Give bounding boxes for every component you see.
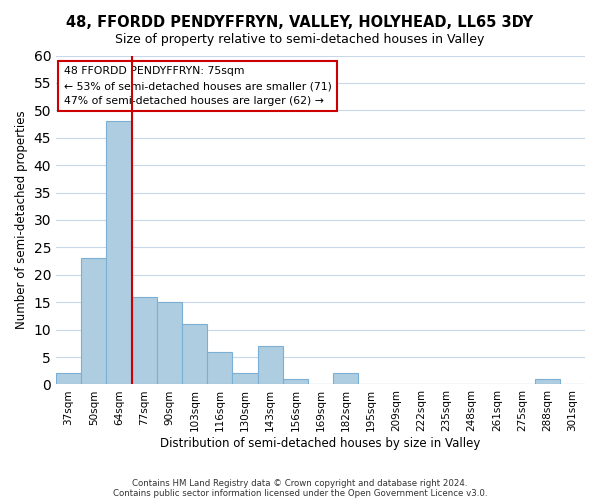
Text: Contains public sector information licensed under the Open Government Licence v3: Contains public sector information licen…: [113, 488, 487, 498]
Bar: [182, 324, 207, 384]
Text: 48, FFORDD PENDYFFRYN, VALLEY, HOLYHEAD, LL65 3DY: 48, FFORDD PENDYFFRYN, VALLEY, HOLYHEAD,…: [67, 15, 533, 30]
Y-axis label: Number of semi-detached properties: Number of semi-detached properties: [15, 110, 28, 330]
Text: Contains HM Land Registry data © Crown copyright and database right 2024.: Contains HM Land Registry data © Crown c…: [132, 478, 468, 488]
Bar: [106, 122, 131, 384]
Text: 48 FFORDD PENDYFFRYN: 75sqm
← 53% of semi-detached houses are smaller (71)
47% o: 48 FFORDD PENDYFFRYN: 75sqm ← 53% of sem…: [64, 66, 331, 106]
Bar: [131, 296, 157, 384]
Bar: [257, 346, 283, 385]
Bar: [56, 374, 81, 384]
Bar: [232, 374, 257, 384]
Bar: [157, 302, 182, 384]
X-axis label: Distribution of semi-detached houses by size in Valley: Distribution of semi-detached houses by …: [160, 437, 481, 450]
Bar: [283, 379, 308, 384]
Bar: [81, 258, 106, 384]
Bar: [535, 379, 560, 384]
Bar: [333, 374, 358, 384]
Text: Size of property relative to semi-detached houses in Valley: Size of property relative to semi-detach…: [115, 32, 485, 46]
Bar: [207, 352, 232, 384]
